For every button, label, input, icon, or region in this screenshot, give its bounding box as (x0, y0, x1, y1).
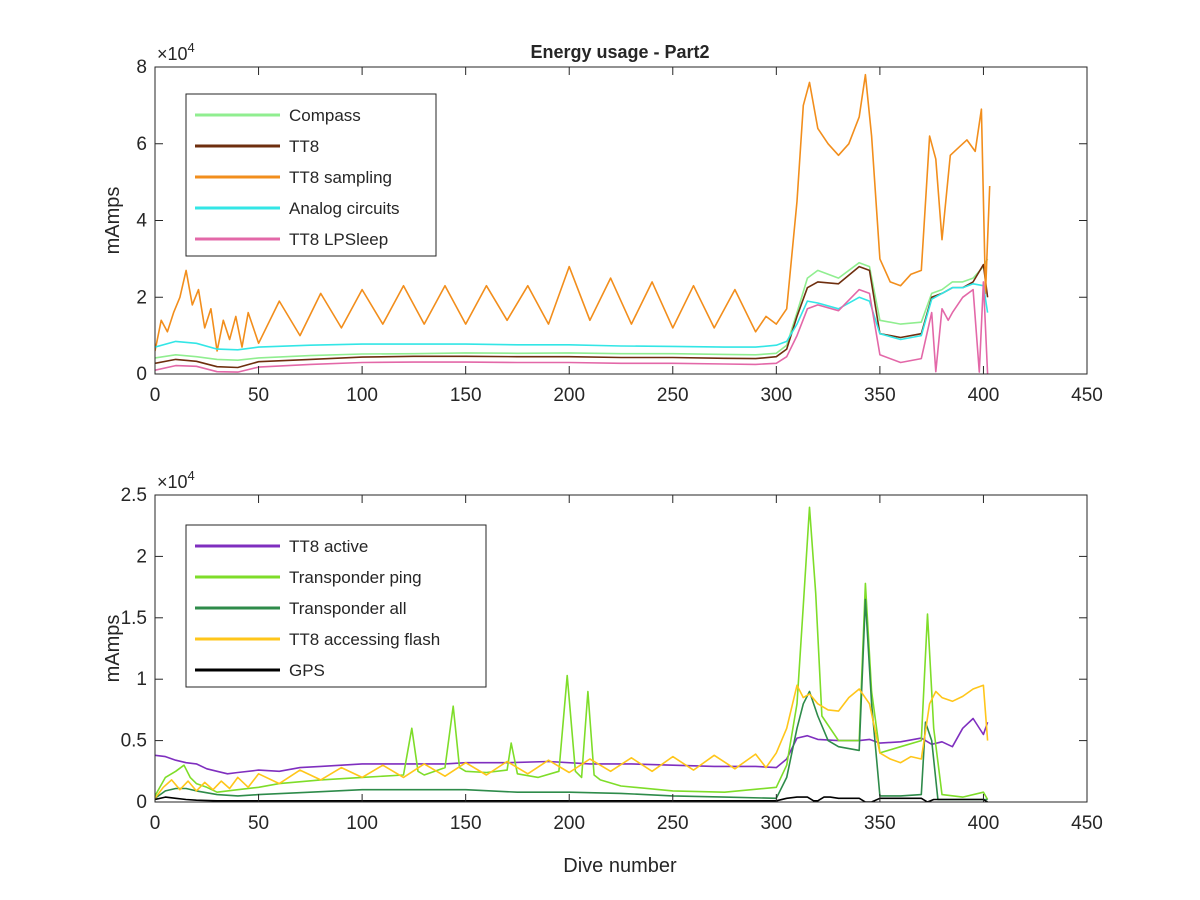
x-tick-label: 450 (1071, 813, 1103, 834)
y-tick-label: 4 (136, 211, 147, 232)
series-line-compass (155, 258, 989, 362)
axes-frame (154, 494, 1088, 803)
x-tick-label: 150 (450, 813, 482, 834)
legend-box (185, 524, 487, 688)
legend-label-compass: Compass (289, 106, 361, 125)
x-tick-label: 100 (346, 385, 378, 406)
x-tick-label: 100 (346, 813, 378, 834)
series-line-tt8-accessing-flash (155, 684, 989, 799)
x-tick-label: 0 (150, 813, 161, 834)
x-tick-label: 350 (864, 813, 896, 834)
x-tick-label: 250 (657, 813, 689, 834)
y-tick-label: 2 (136, 546, 147, 567)
y-axis-label: mAmps (102, 187, 124, 255)
series-line-tt8-sampling (155, 73, 991, 352)
series-group (155, 73, 991, 374)
series-line-tt8-lpsleep (155, 281, 989, 374)
x-tick-label: 300 (760, 385, 792, 406)
series-line-tt8 (155, 263, 989, 369)
y-axis-label: mAmps (102, 615, 124, 683)
y-tick-label: 8 (136, 57, 147, 78)
x-tick-label: 200 (553, 385, 585, 406)
y-tick-label: 0 (136, 364, 147, 385)
x-tick-label: 150 (450, 385, 482, 406)
y-tick-label: 1 (136, 669, 147, 690)
legend: Compass TT8 TT8 sampling Analog circuits TT8… (185, 93, 437, 257)
legend-label-tt8-sampling: TT8 sampling (289, 168, 392, 187)
y-tick-label: 0 (136, 792, 147, 813)
y-exponent-label: ×104 (157, 40, 195, 64)
series-line-gps (155, 796, 989, 802)
x-tick-label: 400 (968, 813, 1000, 834)
series-group (155, 506, 989, 802)
legend-label-tt8-active: TT8 active (289, 537, 368, 556)
legend-label-transponder-all: Transponder all (289, 599, 407, 618)
x-tick-label: 250 (657, 385, 689, 406)
legend: TT8 active Transponder ping Transponder al… (185, 524, 487, 688)
y-tick-label: 0.5 (121, 731, 147, 752)
legend-label-analog-circuits: Analog circuits (289, 199, 400, 218)
bottom-energy-panel: 0 50 100 150 200 250 300 350 400 450 0 0.5 1 1.5 2 2.5 ×… (102, 468, 1103, 834)
x-tick-label: 300 (760, 813, 792, 834)
y-tick-label: 1.5 (121, 608, 147, 629)
x-tick-label: 400 (968, 385, 1000, 406)
y-exponent-label: ×104 (157, 468, 195, 492)
x-tick-label: 50 (248, 385, 269, 406)
x-tick-label: 0 (150, 385, 161, 406)
y-tick-label: 2.5 (121, 485, 147, 506)
x-axis-label: Dive number (563, 855, 677, 877)
legend-label-tt8-accessing-flash: TT8 accessing flash (289, 630, 440, 649)
y-tick-label: 6 (136, 134, 147, 155)
legend-label-tt8: TT8 (289, 137, 319, 156)
legend-label-gps: GPS (289, 661, 325, 680)
legend-label-transponder-ping: Transponder ping (289, 568, 422, 587)
x-tick-label: 350 (864, 385, 896, 406)
series-line-analog-circuits (155, 282, 989, 351)
top-energy-panel: 0 50 100 150 200 250 300 350 400 450 0 2 4 6 8 ×104 mAmp… (102, 40, 1103, 406)
y-tick-label: 2 (136, 287, 147, 308)
legend-label-tt8-lpsleep: TT8 LPSleep (289, 230, 388, 249)
legend-box (185, 93, 437, 257)
x-tick-label: 200 (553, 813, 585, 834)
x-tick-label: 50 (248, 813, 269, 834)
figure-title: Energy usage - Part2 (530, 42, 709, 62)
x-tick-label: 450 (1071, 385, 1103, 406)
series-line-tt8-active (155, 717, 989, 775)
